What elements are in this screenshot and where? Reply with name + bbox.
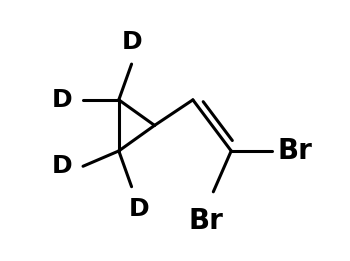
Text: Br: Br	[277, 137, 312, 165]
Text: D: D	[129, 197, 149, 221]
Text: Br: Br	[188, 207, 223, 235]
Text: D: D	[52, 88, 73, 112]
Text: D: D	[121, 30, 142, 54]
Text: D: D	[52, 154, 73, 178]
